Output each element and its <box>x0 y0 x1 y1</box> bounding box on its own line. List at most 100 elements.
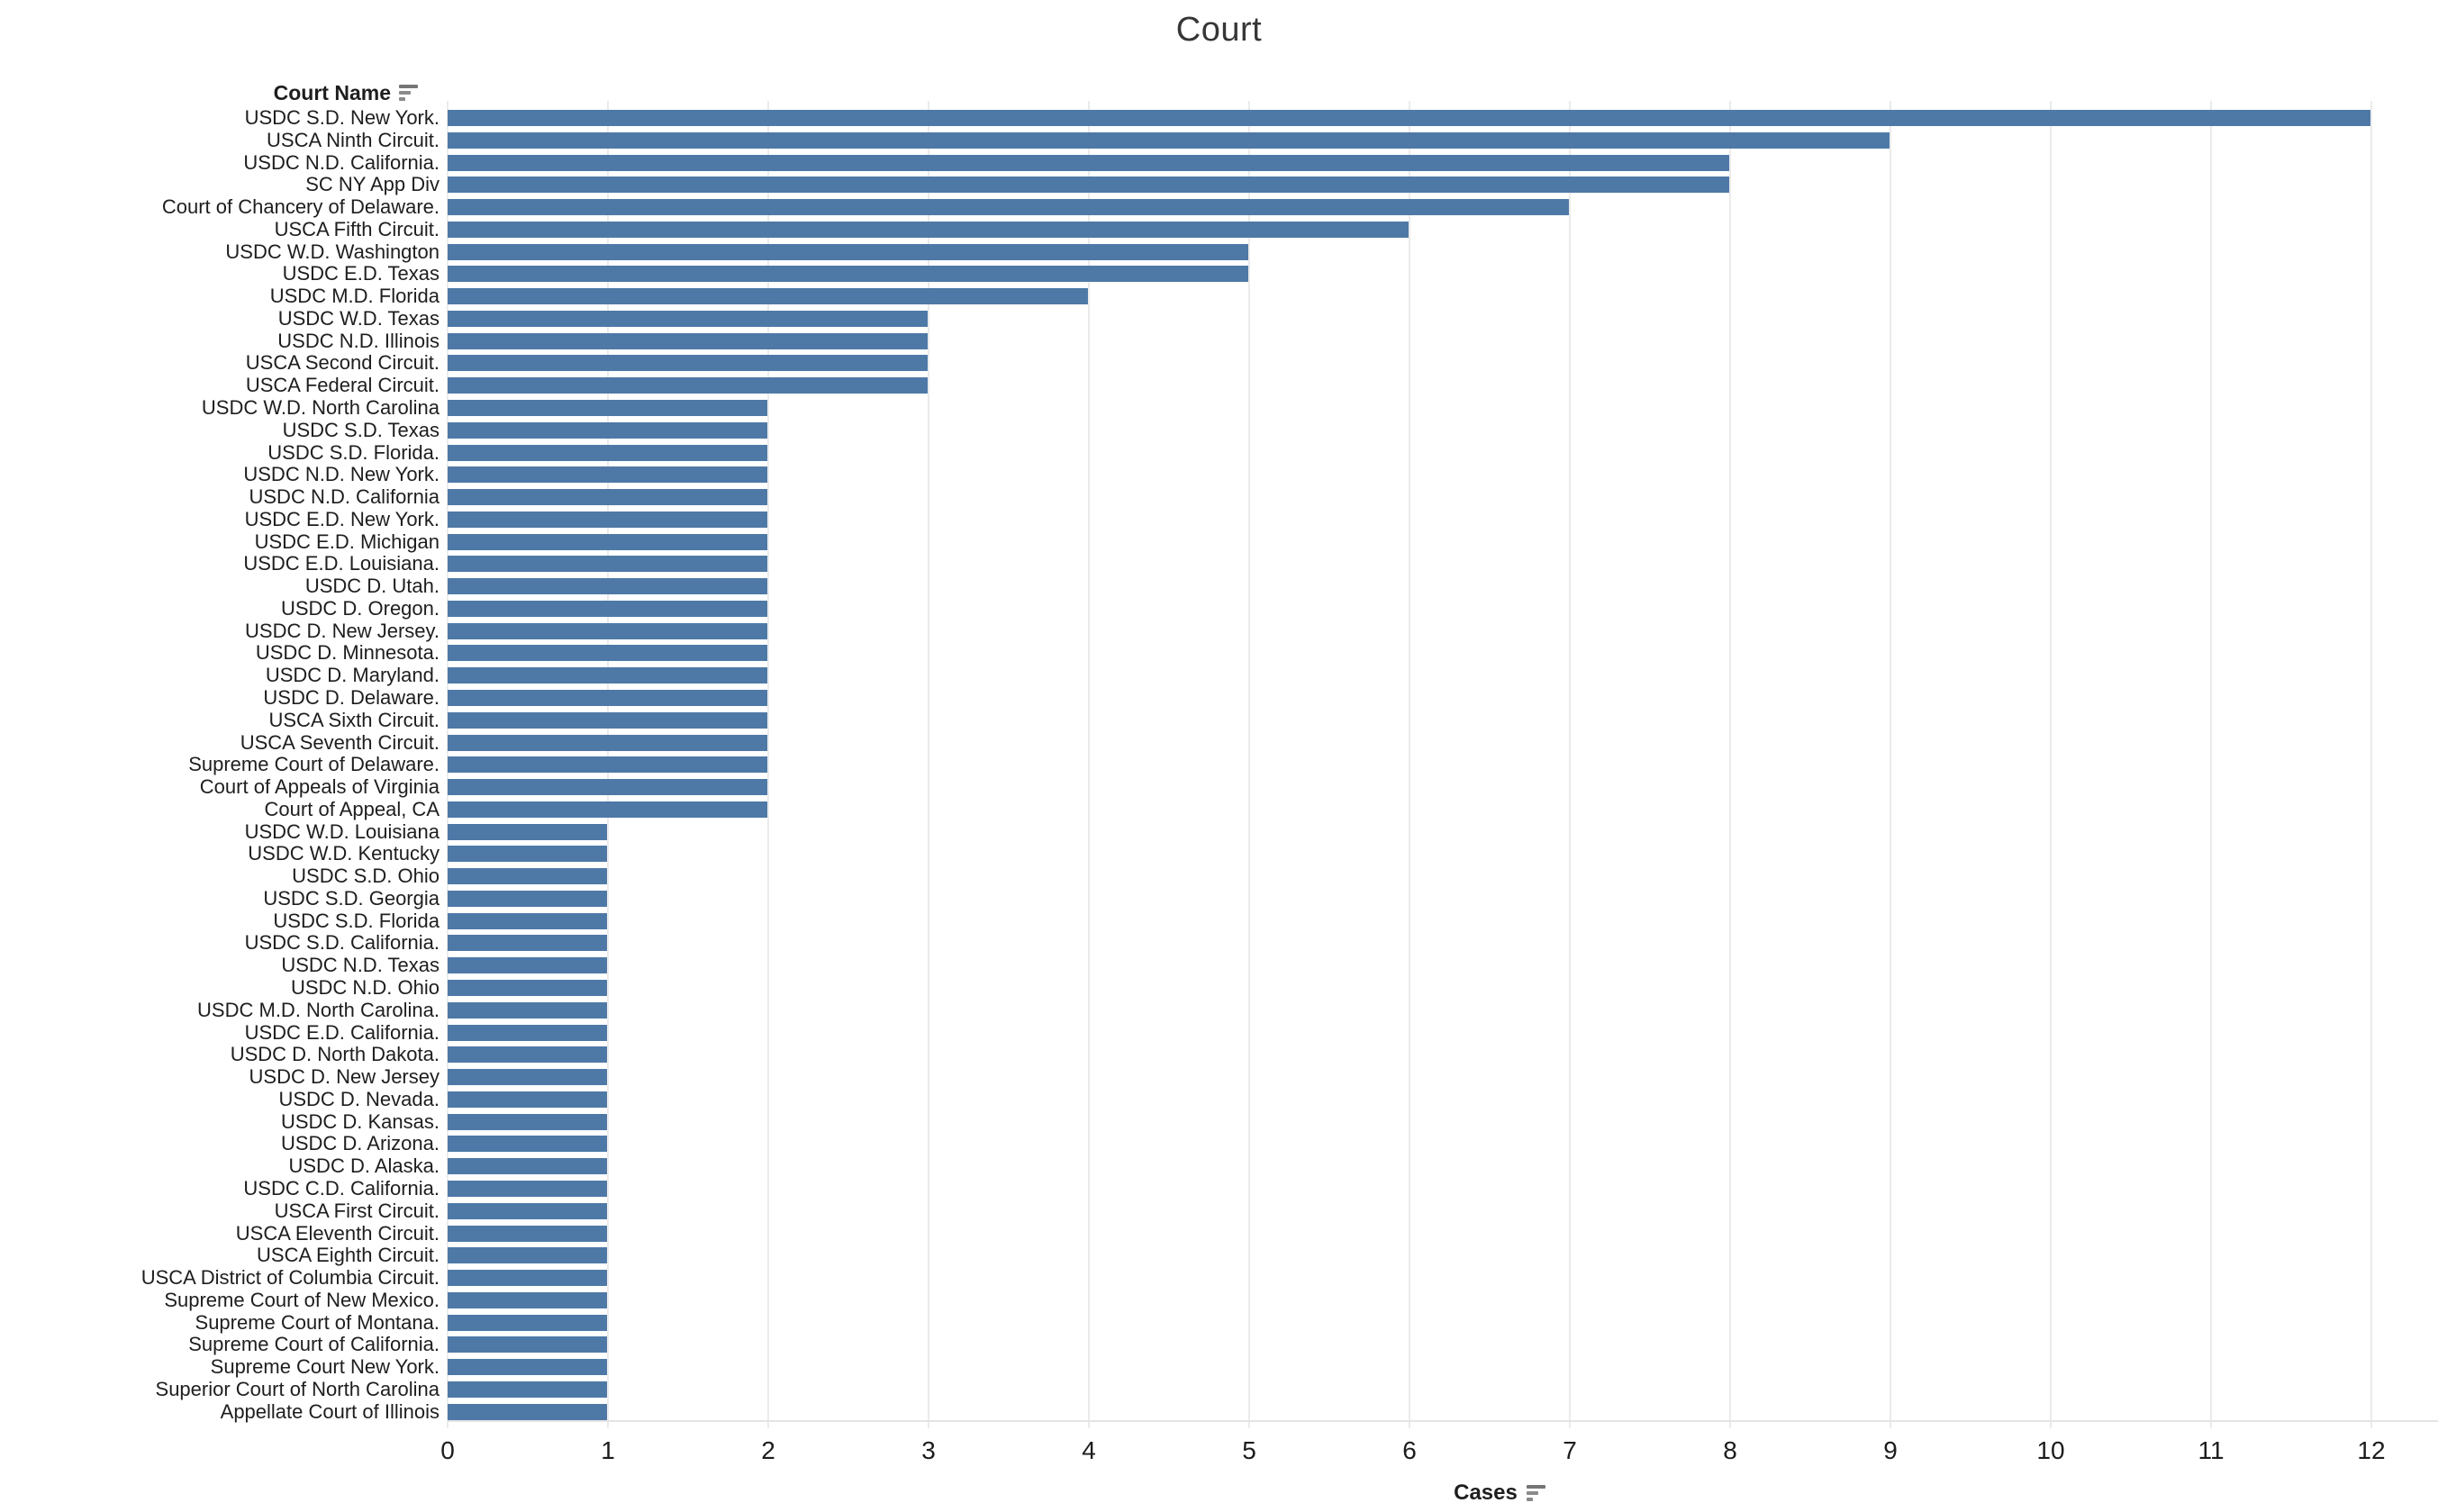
bar[interactable] <box>448 110 2370 126</box>
sort-descending-icon[interactable] <box>399 85 418 101</box>
bar[interactable] <box>448 1381 607 1398</box>
bar[interactable] <box>448 1291 607 1308</box>
bar[interactable] <box>448 131 1890 149</box>
bar[interactable] <box>448 1180 607 1197</box>
row-label[interactable]: USDC N.D. California. <box>243 150 440 174</box>
bar[interactable] <box>448 266 1248 283</box>
row-label[interactable]: USDC N.D. Illinois <box>277 329 440 352</box>
bar[interactable] <box>448 377 928 394</box>
bar[interactable] <box>448 199 1569 216</box>
row-label[interactable]: USDC D. Utah. <box>304 575 440 598</box>
bar[interactable] <box>448 667 767 684</box>
bar[interactable] <box>448 533 767 550</box>
bar[interactable] <box>448 444 767 461</box>
row-label[interactable]: USDC D. Alaska. <box>288 1154 440 1178</box>
bar[interactable] <box>448 466 767 484</box>
bar[interactable] <box>448 734 767 751</box>
row-label[interactable]: USDC D. Delaware. <box>263 686 440 710</box>
bar[interactable] <box>448 846 607 863</box>
bar[interactable] <box>448 556 767 573</box>
bar[interactable] <box>448 823 607 840</box>
sort-descending-icon[interactable] <box>1526 1485 1545 1501</box>
row-label[interactable]: Court of Appeals of Virginia <box>199 775 440 799</box>
row-label[interactable]: Supreme Court of California. <box>188 1333 440 1356</box>
row-label[interactable]: USDC N.D. Texas <box>281 954 440 977</box>
row-label[interactable]: USCA First Circuit. <box>274 1199 440 1222</box>
bar[interactable] <box>448 1359 607 1376</box>
row-label[interactable]: USDC S.D. Florida. <box>267 440 440 464</box>
bar[interactable] <box>448 912 607 929</box>
row-label[interactable]: SC NY App Div <box>305 173 440 196</box>
bar[interactable] <box>448 1270 607 1287</box>
row-label[interactable]: USDC S.D. Texas <box>282 418 440 441</box>
row-label[interactable]: USDC N.D. California <box>249 485 440 509</box>
bar[interactable] <box>448 957 607 974</box>
row-label[interactable]: USDC D. Maryland. <box>265 664 440 687</box>
bar[interactable] <box>448 868 607 885</box>
row-label[interactable]: USCA Sixth Circuit. <box>268 708 440 731</box>
bar[interactable] <box>448 511 767 528</box>
row-label[interactable]: USDC D. Nevada. <box>278 1087 440 1110</box>
bar[interactable] <box>448 288 1088 305</box>
bar[interactable] <box>448 801 767 818</box>
bar[interactable] <box>448 1001 607 1019</box>
bar[interactable] <box>448 622 767 639</box>
row-label[interactable]: USCA District of Columbia Circuit. <box>140 1266 440 1290</box>
row-label[interactable]: USDC E.D. California. <box>244 1020 440 1044</box>
bar[interactable] <box>448 310 928 327</box>
row-label[interactable]: USDC W.D. North Carolina <box>201 396 440 419</box>
bar[interactable] <box>448 221 1409 238</box>
row-label[interactable]: USCA Eleventh Circuit. <box>235 1221 440 1245</box>
row-label[interactable]: USDC W.D. Kentucky <box>248 842 440 865</box>
bar[interactable] <box>448 1046 607 1064</box>
row-label[interactable]: USDC D. New Jersey <box>249 1065 440 1089</box>
row-label[interactable]: Supreme Court of Delaware. <box>188 753 440 776</box>
bar[interactable] <box>448 645 767 662</box>
row-label[interactable]: USDC S.D. New York. <box>244 106 440 129</box>
row-label[interactable]: USCA Fifth Circuit. <box>274 217 440 240</box>
row-label[interactable]: Court of Appeal, CA <box>264 797 440 820</box>
row-label[interactable]: USCA Second Circuit. <box>245 351 440 375</box>
row-label[interactable]: USDC D. New Jersey. <box>245 619 440 642</box>
row-label[interactable]: Court of Chancery of Delaware. <box>161 195 440 219</box>
row-label[interactable]: USDC W.D. Texas <box>277 306 440 330</box>
bar[interactable] <box>448 1158 607 1175</box>
bar[interactable] <box>448 779 767 796</box>
row-label[interactable]: Supreme Court of New Mexico. <box>164 1288 440 1311</box>
bar[interactable] <box>448 1314 607 1331</box>
bar[interactable] <box>448 711 767 729</box>
bar[interactable] <box>448 1136 607 1153</box>
row-label[interactable]: USDC E.D. Texas <box>282 262 440 285</box>
row-label[interactable]: USCA Ninth Circuit. <box>267 128 440 151</box>
row-label[interactable]: USDC D. Arizona. <box>280 1132 440 1155</box>
bar[interactable] <box>448 1113 607 1130</box>
bar[interactable] <box>448 600 767 617</box>
bar[interactable] <box>448 756 767 774</box>
row-label[interactable]: USDC D. Minnesota. <box>255 641 440 665</box>
bar[interactable] <box>448 890 607 907</box>
row-label[interactable]: Superior Court of North Carolina <box>155 1377 440 1400</box>
row-label[interactable]: USDC W.D. Washington <box>225 240 440 263</box>
row-label[interactable]: Supreme Court of Montana. <box>195 1310 440 1334</box>
row-label[interactable]: Supreme Court New York. <box>210 1355 440 1379</box>
row-label[interactable]: USDC D. Oregon. <box>280 596 440 620</box>
bar[interactable] <box>448 1225 607 1242</box>
bar[interactable] <box>448 980 607 997</box>
row-label[interactable]: USDC D. North Dakota. <box>230 1043 440 1066</box>
row-label[interactable]: USCA Seventh Circuit. <box>240 730 440 754</box>
bar[interactable] <box>448 1336 607 1354</box>
row-label[interactable]: USDC C.D. California. <box>243 1176 440 1200</box>
row-label[interactable]: Appellate Court of Illinois <box>220 1399 440 1423</box>
row-label[interactable]: USDC N.D. Ohio <box>290 976 440 1000</box>
row-label[interactable]: USDC S.D. California. <box>244 931 440 955</box>
bar[interactable] <box>448 578 767 595</box>
row-label[interactable]: USDC W.D. Louisiana <box>244 819 440 843</box>
bar[interactable] <box>448 332 928 349</box>
bar[interactable] <box>448 400 767 416</box>
row-label[interactable]: USCA Eighth Circuit. <box>257 1244 440 1267</box>
bar[interactable] <box>448 154 1729 171</box>
row-label[interactable]: USCA Federal Circuit. <box>245 374 440 397</box>
bar[interactable] <box>448 1247 607 1264</box>
bar[interactable] <box>448 421 767 439</box>
row-label[interactable]: USDC M.D. Florida <box>269 285 440 308</box>
